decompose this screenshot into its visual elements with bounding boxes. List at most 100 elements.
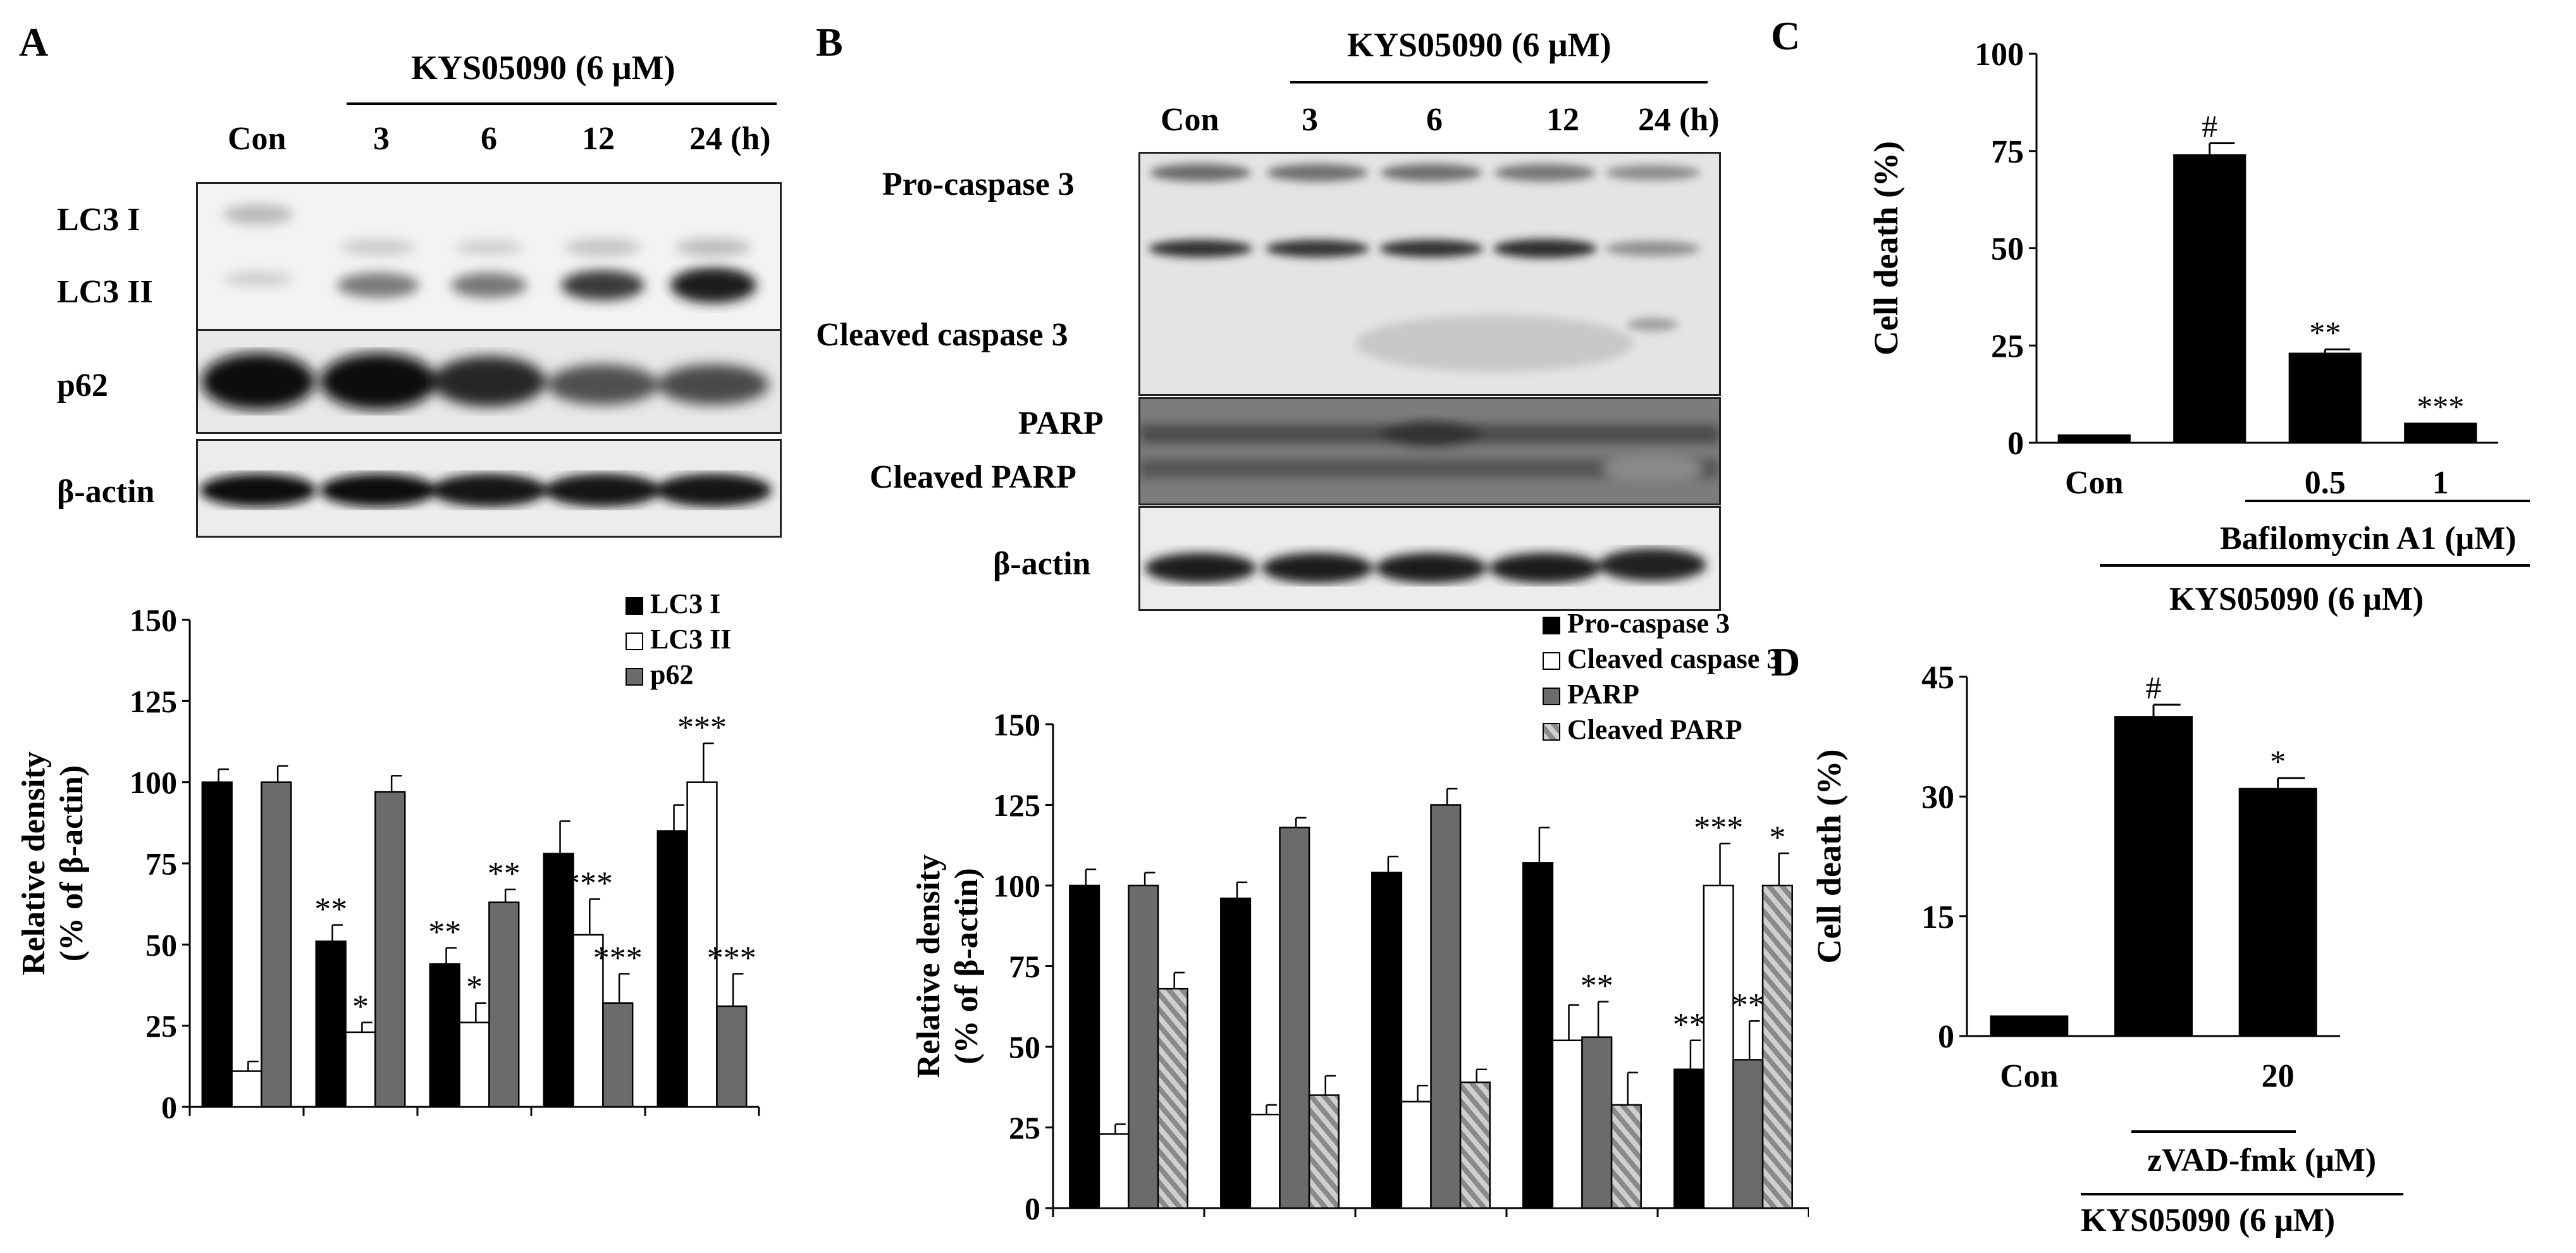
chartB-y-tick-label: 0 <box>1025 1191 1040 1226</box>
chartA-significance-mark: *** <box>707 941 756 977</box>
panel-a-treatment-label: KYS05090 (6 μM) <box>411 49 675 87</box>
chartC-category-label: 1 <box>2432 465 2449 501</box>
chartA-y-label-line2: (% of β-actin) <box>54 765 90 961</box>
chartA-bar <box>429 963 460 1108</box>
chartB-y-tick-label: 100 <box>993 868 1040 904</box>
blot-label-cleaved-parp: Cleaved PARP <box>870 459 1076 495</box>
chartB-bar <box>1430 804 1462 1209</box>
panel-a-lane-24: 24 (h) <box>689 121 771 157</box>
chartB-significance-mark: ** <box>1673 1007 1706 1043</box>
chartD-significance-mark: # <box>2146 670 2162 705</box>
blot-beta-actin-b <box>1138 506 1721 611</box>
chartC-y-label: Cell death (%) <box>1867 141 1905 355</box>
chartC-y-tick-label: 50 <box>1991 231 2024 268</box>
chartA-bar <box>231 1070 262 1108</box>
panel-b-lane-con: Con <box>1161 102 1219 138</box>
chartC-category-label: 0.5 <box>2305 465 2346 501</box>
blot-caspase-3-bands <box>1149 164 1700 372</box>
blot-beta-actin-b-bands <box>1145 548 1706 583</box>
chartB-legend-swatch <box>1543 688 1560 705</box>
chartD-y-tick-label: 0 <box>1938 1019 1954 1055</box>
blot-label-parp: PARP <box>1018 405 1104 441</box>
panel-a-letter: A <box>19 20 49 65</box>
chartA-significance-mark: * <box>352 989 369 1025</box>
chartB-y-tick-label: 25 <box>1009 1110 1040 1145</box>
chartB-y-label-line2: (% of β-actin) <box>949 868 985 1064</box>
chartA-y-tick-label: 100 <box>130 765 177 800</box>
chartC-significance-mark: ** <box>2309 314 2341 350</box>
panel-c-treatment-line <box>2100 564 2530 567</box>
chartB-bar <box>1069 884 1100 1209</box>
panel-b-letter: B <box>816 20 843 65</box>
chartC-category-label: Con <box>2065 465 2124 501</box>
chartC-bar <box>2404 423 2477 443</box>
panel-d-inhibitor-label: zVAD-fmk (μM) <box>2147 1142 2377 1178</box>
chartA-bar <box>374 791 406 1108</box>
chartB-bar <box>1703 884 1734 1209</box>
blot-p62-bands <box>201 353 769 410</box>
chartC-y-tick-label: 75 <box>1991 134 2024 170</box>
chartB-y-tick-label: 50 <box>1009 1030 1040 1065</box>
chartA-bar <box>261 781 292 1108</box>
blot-lc3-bands <box>223 204 756 303</box>
chartC-y-tick-label: 25 <box>1991 328 2024 364</box>
chartC-bar <box>2288 352 2362 443</box>
blot-label-pro-caspase-3: Pro-caspase 3 <box>882 166 1075 202</box>
chartD-y-tick-label: 15 <box>1921 899 1954 935</box>
chartB-legend-swatch <box>1543 617 1560 634</box>
chartA-significance-mark: ** <box>428 914 461 950</box>
chartB-legend-swatch <box>1543 652 1560 670</box>
chartA-y-tick-label: 125 <box>130 684 177 719</box>
chartB-significance-mark: * <box>1769 820 1785 856</box>
chartB-legend-swatch <box>1543 723 1560 741</box>
chartB-bar <box>1400 1101 1432 1209</box>
panel-a-lane-6: 6 <box>481 121 497 157</box>
chartA-bar <box>488 901 520 1108</box>
chartB-y-tick-label: 125 <box>993 787 1040 823</box>
chartC-significance-mark: *** <box>2417 388 2464 424</box>
chartA-significance-mark: *** <box>677 710 727 746</box>
panel-c-inhibitor-line <box>2245 500 2530 502</box>
chartD-bar <box>2238 787 2317 1037</box>
panel-a-lane-con: Con <box>228 121 287 157</box>
chartD-y-tick-label: 45 <box>1921 660 1954 696</box>
blot-label-p62: p62 <box>57 367 108 404</box>
chartB-y-label-line1: Relative density <box>911 855 947 1078</box>
chartB-y-label: Relative density(% of β-actin) <box>911 855 985 1078</box>
chartA-y-label-line1: Relative density <box>16 751 52 975</box>
chartA-bar <box>602 1002 634 1108</box>
panel-b-lane-6: 6 <box>1426 102 1443 138</box>
chartB-bar <box>1581 1036 1613 1209</box>
chartB-bar <box>1249 1113 1281 1209</box>
panel-d-letter: D <box>1771 639 1801 684</box>
chartB-significance-mark: *** <box>1694 810 1743 846</box>
panel-c-inhibitor-label: Bafilomycin A1 (μM) <box>2220 521 2517 557</box>
chartA-y-label: Relative density(% of β-actin) <box>16 751 90 975</box>
chartB-bar <box>1610 1104 1642 1209</box>
chart-d-cell-death: 0 15 30 45 Con # * 20 Cell death (%) <box>1810 660 2340 1094</box>
chartB-y-tick-label: 150 <box>993 707 1040 743</box>
chartA-significance-mark: *** <box>593 941 643 977</box>
chartB-legend-label: Cleaved caspase 3 <box>1567 643 1780 674</box>
chartB-significance-mark: ** <box>1581 968 1613 1004</box>
chartD-y-tick-label: 30 <box>1921 780 1954 816</box>
blot-parp-bands <box>1140 421 1719 481</box>
blot-caspase-3 <box>1138 152 1721 396</box>
chartB-legend-label: Cleaved PARP <box>1567 714 1742 745</box>
chartB-bar <box>1220 898 1252 1209</box>
chartB-significance-mark: ** <box>1732 987 1765 1023</box>
blot-p62 <box>196 329 782 434</box>
panel-d-treatment-label: KYS05090 (6 μM) <box>2081 1202 2336 1238</box>
chartA-y-tick-label: 0 <box>161 1090 177 1125</box>
blot-beta-actin-a <box>196 439 782 538</box>
chartA-bar <box>543 853 574 1108</box>
chartA-y-tick-label: 75 <box>145 846 177 882</box>
chartD-y-label: Cell death (%) <box>1810 750 1848 964</box>
panel-b-treatment-label: KYS05090 (6 μM) <box>1347 26 1612 64</box>
chartD-category-label: Con <box>2000 1058 2059 1094</box>
panel-c-treatment-label: KYS05090 (6 μM) <box>2169 581 2424 617</box>
chartA-legend-swatch <box>626 597 643 615</box>
chartA-significance-mark: *** <box>564 865 613 901</box>
